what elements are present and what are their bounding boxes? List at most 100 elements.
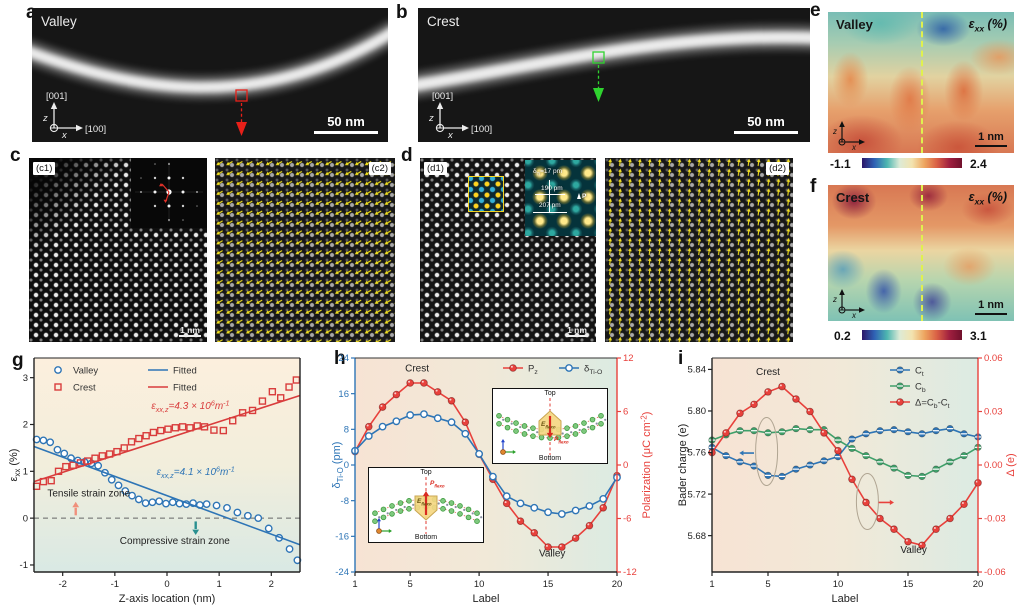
polarization-map-c2: (c2) xyxy=(215,158,395,342)
svg-text:5: 5 xyxy=(765,579,770,590)
roi-arrow-crest xyxy=(593,88,604,102)
svg-text:z: z xyxy=(428,113,434,124)
chart-canvas-g: -2 -1 0 1 2 -1 0 1 2 3 Z-axis location (nm) εxx (%)… xyxy=(8,357,302,605)
svg-text:x: x xyxy=(447,130,454,138)
svg-text:Compressive strain zone: Compressive strain zone xyxy=(120,536,230,547)
valley-title: Valley xyxy=(41,14,77,29)
subpanel-tag-d2: (d2) xyxy=(766,162,789,175)
scale-bar-d1: 1 nm xyxy=(566,325,588,337)
stem-image-crest: Crest [001] z x [100] 50 nm xyxy=(418,8,810,142)
polarization-displacement-chart: 1 5 10 15 20 24 16 8 0 -8 -16 -24 12 6 0 -6 -12 Label δTi-… xyxy=(331,350,684,607)
xz-axes-icon: z x xyxy=(832,121,865,150)
symmetry-dashed-line xyxy=(921,185,923,321)
svg-text:-16: -16 xyxy=(335,532,349,543)
p-arrow-icon xyxy=(577,193,581,199)
chart-canvas-i: 1 5 10 15 205.845.805.765.725.680.060.030.00… xyxy=(677,353,1017,605)
svg-text:16: 16 xyxy=(338,389,349,400)
colorbar-e xyxy=(862,158,962,168)
svg-text:0.03: 0.03 xyxy=(984,407,1003,418)
svg-text:-1: -1 xyxy=(111,579,119,590)
crest-schematic-inset: Top Bottom Pflexo Eflexo xyxy=(368,467,484,543)
svg-text:[001]: [001] xyxy=(432,91,453,102)
ti-displacement-label: δTi=17 pm xyxy=(533,168,563,177)
svg-text:Z-axis location (nm): Z-axis location (nm) xyxy=(119,593,216,605)
panel-letter-e: e xyxy=(810,0,821,21)
svg-text:15: 15 xyxy=(543,579,554,590)
svg-text:2: 2 xyxy=(23,420,28,431)
svg-text:5.80: 5.80 xyxy=(688,406,707,417)
svg-text:Ct: Ct xyxy=(915,365,924,378)
strain-vs-z-chart: -2 -1 0 1 2 -1 0 1 2 3 Z-axis location (nm) εxx (%)… xyxy=(8,350,332,607)
svg-text:Polarization (μC cm-2): Polarization (μC cm-2) xyxy=(639,412,653,519)
svg-text:-6: -6 xyxy=(623,514,631,525)
svg-text:1: 1 xyxy=(352,579,357,590)
svg-text:Fitted: Fitted xyxy=(173,382,197,393)
svg-text:εxx,z=4.3 × 106m-1: εxx,z=4.3 × 106m-1 xyxy=(151,398,229,413)
bond-length-1: 190 pm xyxy=(541,185,563,192)
svg-text:1: 1 xyxy=(23,467,28,478)
svg-text:[001]: [001] xyxy=(46,91,67,102)
panel-letter-b: b xyxy=(396,2,408,23)
svg-text:-1: -1 xyxy=(20,560,28,571)
svg-text:10: 10 xyxy=(833,579,844,590)
svg-text:5: 5 xyxy=(408,579,413,590)
scale-bar-line xyxy=(734,131,798,134)
svg-text:x: x xyxy=(851,311,857,318)
scale-bar-f: 1 nm xyxy=(975,299,1007,315)
svg-text:-0.03: -0.03 xyxy=(984,514,1006,525)
svg-text:Valley: Valley xyxy=(539,548,566,559)
crest-title: Crest xyxy=(427,14,460,29)
strain-component-label: εxx (%) xyxy=(968,17,1007,34)
svg-text:[100]: [100] xyxy=(85,124,106,135)
svg-text:Bader charge (e): Bader charge (e) xyxy=(677,424,689,507)
svg-text:-24: -24 xyxy=(335,567,349,578)
colorbar-max-f: 3.1 xyxy=(970,329,987,343)
svg-text:20: 20 xyxy=(612,579,623,590)
colorbar-max-e: 2.4 xyxy=(970,157,987,171)
svg-text:6: 6 xyxy=(623,407,628,418)
polarization-arrow-label: P xyxy=(577,193,586,201)
svg-text:-8: -8 xyxy=(341,496,349,507)
colorbar-min-e: -1.1 xyxy=(830,157,851,171)
valley-membrane-art xyxy=(32,8,388,142)
xz-axes-icon: z x xyxy=(832,289,865,318)
scale-bar-line xyxy=(314,131,378,134)
subpanel-tag-d1: (d1) xyxy=(424,162,447,175)
fft-inset xyxy=(131,158,207,228)
svg-text:5.72: 5.72 xyxy=(688,489,707,500)
crest-map-title: Crest xyxy=(836,190,870,205)
symmetry-dashed-line xyxy=(921,12,923,153)
svg-text:20: 20 xyxy=(973,579,984,590)
svg-text:0: 0 xyxy=(164,579,169,590)
roi-box-valley xyxy=(235,89,248,102)
subpanel-tag-c1: (c1) xyxy=(33,162,56,175)
roi-box-crest xyxy=(592,51,605,64)
svg-text:δTi-O: δTi-O xyxy=(584,363,602,376)
svg-text:2: 2 xyxy=(269,579,274,590)
crest-membrane-art xyxy=(418,8,810,142)
panel-letter-d: d xyxy=(401,145,413,166)
svg-text:0.00: 0.00 xyxy=(984,460,1003,471)
svg-text:[100]: [100] xyxy=(471,124,492,135)
bader-charge-chart: 1 5 10 15 20 5.84 5.80 5.76 5.72 5.68 0.06 0.03 0.00… xyxy=(676,350,1024,607)
svg-text:0: 0 xyxy=(623,460,628,471)
polarization-arrows-d2 xyxy=(605,158,793,342)
svg-text:x: x xyxy=(61,130,68,138)
crystal-axes-icon: [001] z x [100] xyxy=(428,91,492,138)
svg-text:Label: Label xyxy=(832,593,859,605)
svg-text:δTi-O (pm): δTi-O (pm) xyxy=(332,442,345,489)
svg-text:15: 15 xyxy=(903,579,914,590)
svg-text:Valley: Valley xyxy=(900,545,927,556)
measure-line xyxy=(533,212,567,213)
panel-letter-a: a xyxy=(26,3,37,22)
svg-text:5.76: 5.76 xyxy=(688,448,707,459)
svg-text:5.84: 5.84 xyxy=(688,365,707,376)
svg-text:-2: -2 xyxy=(58,579,66,590)
svg-text:z: z xyxy=(832,295,837,304)
subpanel-tag-c2: (c2) xyxy=(368,162,391,175)
svg-text:Valley: Valley xyxy=(73,365,98,376)
measure-line-v xyxy=(549,180,550,212)
colorbar-f xyxy=(862,330,962,340)
scale-bar-b: 50 nm xyxy=(734,114,798,134)
